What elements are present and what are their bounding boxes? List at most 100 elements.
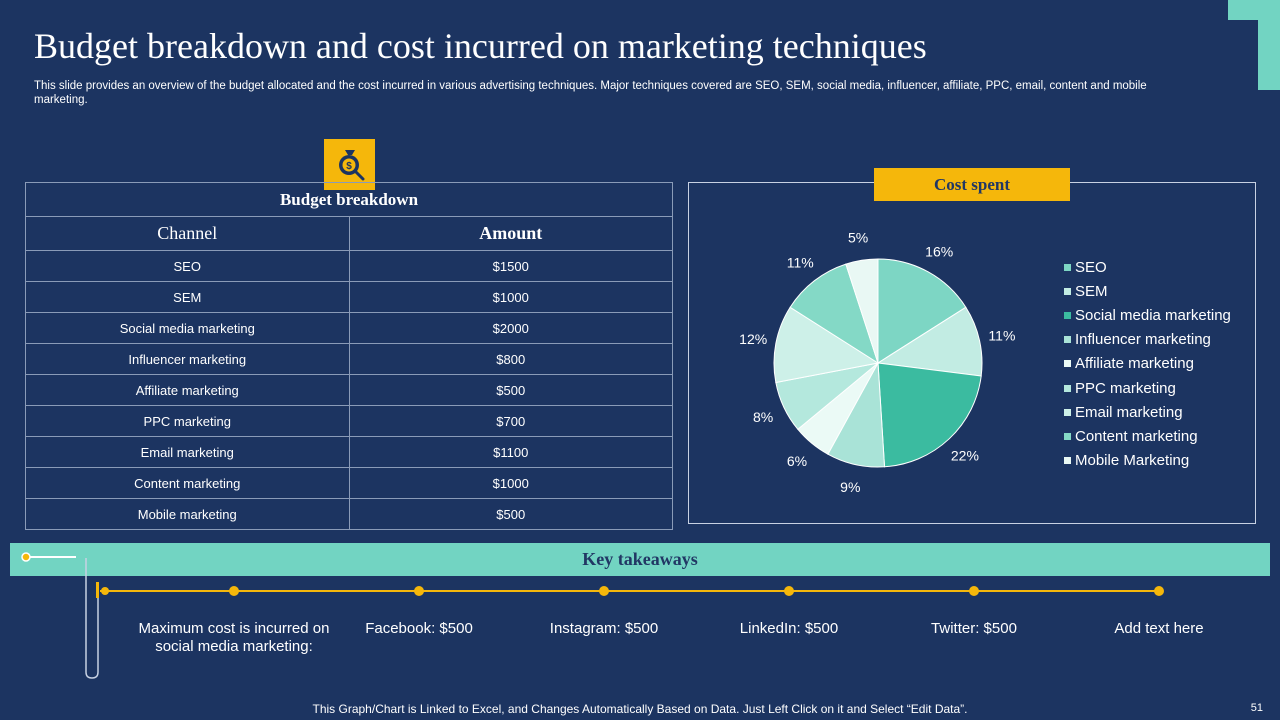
chart-legend: SEO SEM Social media marketing Influence…	[1064, 255, 1231, 473]
legend-item: Email marketing	[1064, 400, 1231, 424]
pie-slice-label: 12%	[739, 331, 767, 347]
legend-swatch	[1064, 287, 1071, 295]
table-row: Email marketing $1100	[25, 436, 673, 468]
takeaway-text: Add text here	[1114, 620, 1204, 637]
legend-item: Social media marketing	[1064, 303, 1231, 327]
amount-cell: $800	[348, 343, 673, 375]
legend-swatch	[1064, 336, 1071, 344]
legend-item: Affiliate marketing	[1064, 352, 1231, 376]
pie-slice-label: 16%	[925, 244, 953, 260]
takeaway-text: Twitter: $500	[931, 620, 1017, 637]
channel-cell: Social media marketing	[25, 312, 350, 344]
budget-icon-box: $	[324, 139, 375, 190]
legend-swatch	[1064, 432, 1071, 440]
pie-slice[interactable]	[877, 258, 967, 364]
takeaways-connector-decoration	[21, 552, 99, 679]
legend-item: PPC marketing	[1064, 376, 1231, 400]
amount-cell: $2000	[348, 312, 673, 344]
takeaway-text: Instagram: $500	[549, 620, 659, 637]
legend-label: SEO	[1075, 258, 1107, 276]
takeaway-text: LinkedIn: $500	[739, 620, 839, 637]
page-subtitle: This slide provides an overview of the b…	[34, 80, 1147, 106]
amount-cell: $1500	[348, 250, 673, 282]
legend-item: SEO	[1064, 255, 1231, 279]
pie-slice-label: 5%	[848, 230, 868, 246]
pie-slice[interactable]	[876, 306, 983, 377]
channel-cell: Affiliate marketing	[25, 374, 350, 406]
legend-swatch	[1064, 384, 1071, 392]
table-caption-row: Budget breakdown	[25, 182, 673, 217]
pie-slice-label: 11%	[787, 255, 814, 271]
budget-breakdown-table: Budget breakdown Channel Amount SEO $150…	[25, 182, 673, 530]
timeline-line	[100, 590, 1160, 592]
legend-label: Affiliate marketing	[1075, 355, 1194, 373]
channel-cell: Content marketing	[25, 467, 350, 499]
legend-label: Influencer marketing	[1075, 331, 1211, 349]
legend-label: SEM	[1075, 282, 1108, 300]
table-caption: Budget breakdown	[25, 182, 673, 217]
pie-slice[interactable]	[773, 306, 880, 384]
pie-slice-label: 6%	[787, 453, 807, 469]
table-row: Affiliate marketing $500	[25, 374, 673, 406]
page-number: 51	[1250, 702, 1263, 714]
table-row: SEO $1500	[25, 250, 673, 282]
pie-slice[interactable]	[877, 362, 982, 468]
table-row: Content marketing $1000	[25, 467, 673, 499]
takeaway-text: Facebook: $500	[365, 620, 473, 637]
pie-slice[interactable]	[845, 258, 879, 364]
channel-cell: SEM	[25, 281, 350, 313]
legend-item: Influencer marketing	[1064, 328, 1231, 352]
svg-text:$: $	[346, 161, 352, 172]
timeline-dot	[599, 586, 609, 596]
table-row: Social media marketing $2000	[25, 312, 673, 344]
cost-pie-chart[interactable]: 16% 11% 22% 9% 6% 8% 12% 11% 5%	[688, 182, 1048, 524]
takeaway-text: Maximum cost is incurred on social media…	[138, 620, 330, 655]
legend-label: Mobile Marketing	[1075, 452, 1190, 470]
legend-label: Email marketing	[1075, 403, 1183, 421]
channel-cell: Mobile marketing	[25, 498, 350, 530]
timeline-dot	[229, 586, 239, 596]
key-takeaways-bar: Key takeaways	[10, 543, 1270, 576]
amount-cell: $700	[348, 405, 673, 437]
timeline-dot	[1154, 586, 1164, 596]
channel-cell: Influencer marketing	[25, 343, 350, 375]
pie-slice-label: 11%	[988, 327, 1015, 343]
channel-cell: PPC marketing	[25, 405, 350, 437]
pie-slice[interactable]	[789, 263, 879, 365]
timeline-dot	[784, 586, 794, 596]
table-row: PPC marketing $700	[25, 405, 673, 437]
chart-title: Cost spent	[874, 168, 1070, 201]
pie-slice-label: 9%	[840, 479, 860, 495]
table-row: Mobile marketing $500	[25, 498, 673, 530]
amount-cell: $500	[348, 498, 673, 530]
legend-item: SEM	[1064, 279, 1231, 303]
timeline-start-dot	[101, 587, 109, 595]
pie-slice-label: 8%	[753, 409, 773, 425]
legend-swatch	[1064, 311, 1071, 319]
legend-label: Content marketing	[1075, 427, 1198, 445]
timeline-dot	[414, 586, 424, 596]
legend-swatch	[1064, 457, 1071, 465]
legend-item: Content marketing	[1064, 424, 1231, 448]
amount-cell: $500	[348, 374, 673, 406]
amount-cell: $1000	[348, 467, 673, 499]
column-header-amount: Amount	[348, 216, 673, 251]
money-bag-search-icon: $	[339, 150, 365, 181]
page-title: Budget breakdown and cost incurred on ma…	[34, 26, 927, 66]
column-header-channel: Channel	[25, 216, 350, 251]
pie-slice-label: 22%	[951, 448, 979, 464]
table-header-row: Channel Amount	[25, 216, 673, 251]
legend-swatch	[1064, 263, 1071, 271]
channel-cell: Email marketing	[25, 436, 350, 468]
footer-note: This Graph/Chart is Linked to Excel, and…	[312, 702, 968, 716]
legend-label: Social media marketing	[1075, 306, 1231, 324]
table-row: Influencer marketing $800	[25, 343, 673, 375]
channel-cell: SEO	[25, 250, 350, 282]
legend-swatch	[1064, 408, 1071, 416]
legend-item: Mobile Marketing	[1064, 449, 1231, 473]
timeline-dot	[969, 586, 979, 596]
amount-cell: $1100	[348, 436, 673, 468]
amount-cell: $1000	[348, 281, 673, 313]
table-row: SEM $1000	[25, 281, 673, 313]
corner-decoration	[1228, 0, 1280, 90]
